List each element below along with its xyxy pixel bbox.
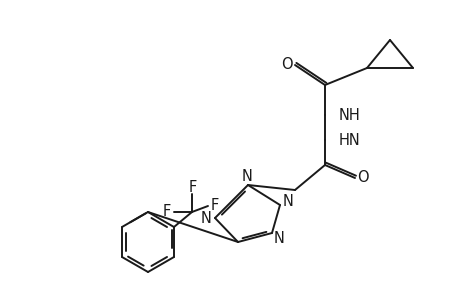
Text: O: O (356, 170, 368, 185)
Text: N: N (241, 169, 252, 184)
Text: N: N (200, 211, 211, 226)
Text: N: N (273, 231, 284, 246)
Text: O: O (280, 56, 292, 71)
Text: F: F (189, 179, 196, 194)
Text: NH: NH (338, 107, 360, 122)
Text: N: N (282, 194, 293, 209)
Text: HN: HN (338, 133, 360, 148)
Text: F: F (162, 205, 171, 220)
Text: F: F (210, 199, 218, 214)
